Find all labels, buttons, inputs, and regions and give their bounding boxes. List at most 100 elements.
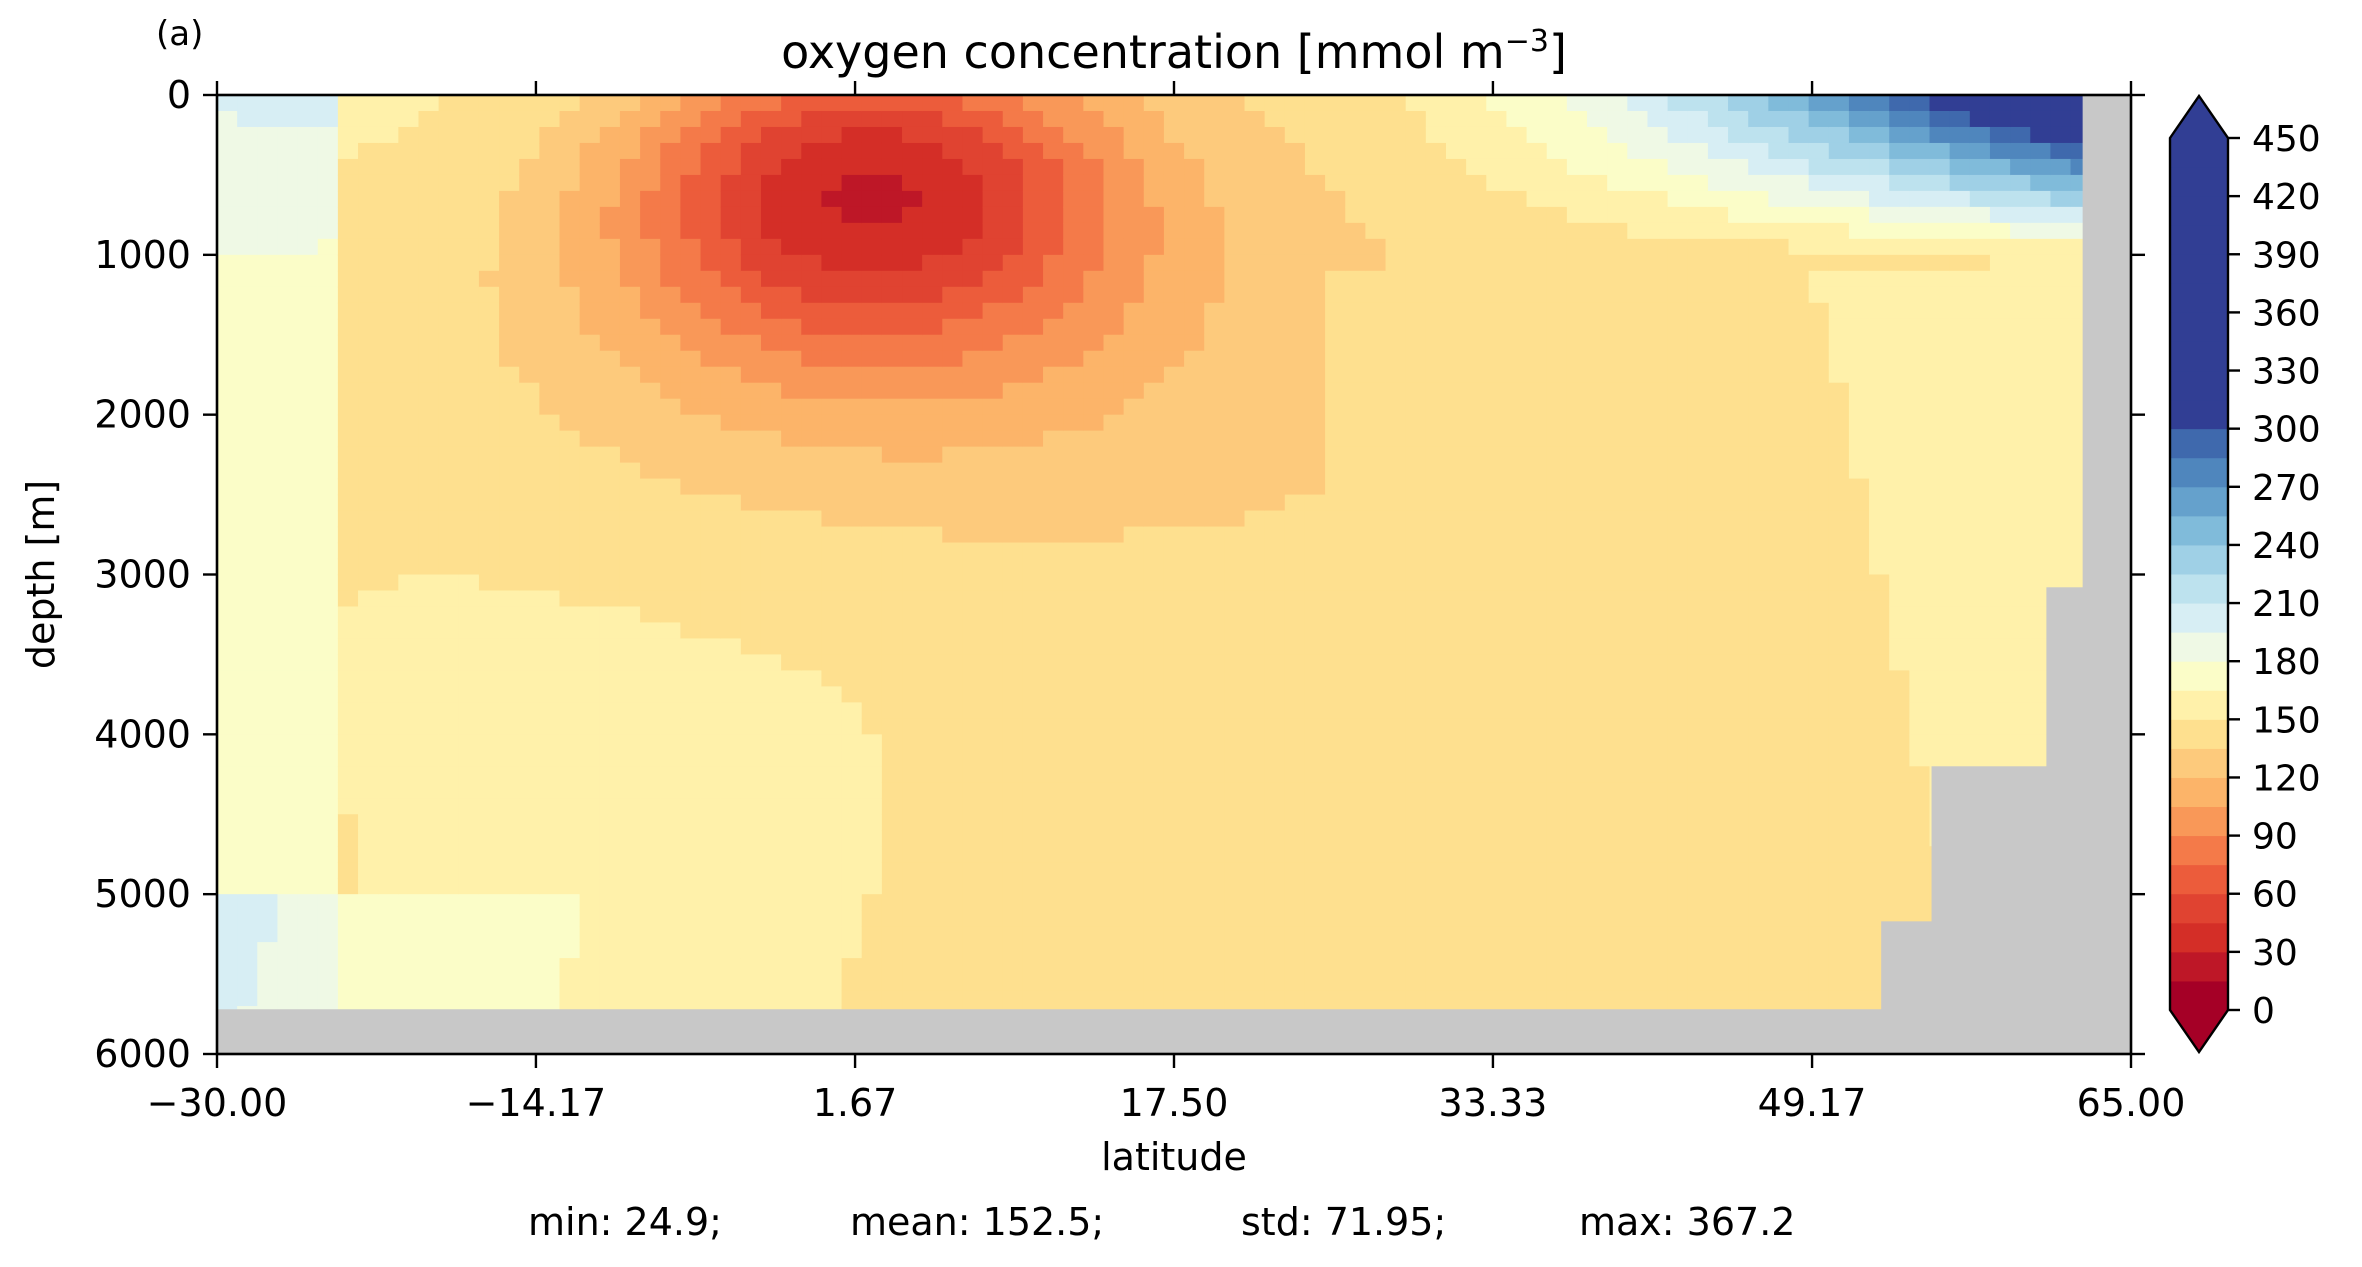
- heatmap-cell: [358, 958, 379, 975]
- heatmap-cell: [821, 350, 843, 368]
- heatmap-cell: [1506, 414, 1528, 432]
- heatmap-cell: [599, 254, 621, 272]
- heatmap-cell: [337, 910, 359, 927]
- heatmap-cell: [821, 222, 843, 240]
- heatmap-cell: [478, 254, 500, 272]
- heatmap-cell: [217, 526, 238, 544]
- heatmap-cell: [478, 190, 500, 208]
- heatmap-cell: [1043, 318, 1064, 336]
- heatmap-cell: [337, 446, 359, 464]
- heatmap-cell: [499, 734, 520, 751]
- heatmap-cell: [781, 606, 802, 624]
- heatmap-cell: [1143, 95, 1165, 112]
- heatmap-cell: [1103, 350, 1125, 368]
- heatmap-cell: [458, 990, 480, 1007]
- heatmap-cell: [217, 990, 238, 1007]
- heatmap-cell: [257, 558, 279, 576]
- heatmap-cell: [458, 126, 480, 144]
- heatmap-cell: [740, 510, 762, 528]
- heatmap-cell: [1143, 862, 1165, 879]
- heatmap-cell: [1728, 110, 1749, 128]
- heatmap-cell: [1667, 302, 1689, 320]
- heatmap-cell: [680, 862, 702, 879]
- heatmap-cell: [942, 590, 964, 608]
- heatmap-cell: [277, 494, 299, 512]
- heatmap-cell: [861, 558, 883, 576]
- heatmap-cell: [1425, 958, 1447, 975]
- heatmap-cell: [1385, 446, 1407, 464]
- heatmap-cell: [257, 734, 279, 751]
- heatmap-cell: [781, 286, 802, 304]
- heatmap-cell: [1848, 910, 1870, 927]
- heatmap-cell: [1808, 958, 1830, 975]
- heatmap-cell: [1143, 926, 1165, 943]
- heatmap-cell: [1889, 174, 1910, 192]
- heatmap-cell: [1607, 302, 1628, 320]
- heatmap-cell: [760, 782, 782, 799]
- heatmap-cell: [1566, 606, 1588, 624]
- heatmap-cell: [1365, 302, 1387, 320]
- heatmap-cell: [1345, 910, 1366, 927]
- heatmap-cell: [1445, 366, 1467, 384]
- heatmap-cell: [418, 142, 440, 160]
- heatmap-cell: [1687, 654, 1709, 671]
- heatmap-cell: [740, 206, 762, 224]
- heatmap-cell: [660, 110, 681, 128]
- heatmap-cell: [1325, 574, 1346, 592]
- heatmap-cell: [297, 718, 319, 735]
- heatmap-cell: [1123, 686, 1145, 703]
- heatmap-cell: [1345, 638, 1366, 656]
- heatmap-cell: [781, 190, 802, 208]
- heatmap-cell: [1445, 990, 1467, 1007]
- heatmap-cell: [760, 798, 782, 815]
- heatmap-cell: [1748, 622, 1769, 640]
- heatmap-cell: [1163, 318, 1185, 336]
- heatmap-cell: [1184, 398, 1205, 416]
- heatmap-cell: [1063, 382, 1084, 400]
- heatmap-cell: [478, 942, 500, 959]
- heatmap-cell: [1103, 974, 1125, 991]
- heatmap-cell: [237, 526, 258, 544]
- heatmap-cell: [1828, 766, 1850, 783]
- heatmap-cell: [1808, 446, 1830, 464]
- heatmap-cell: [922, 206, 943, 224]
- heatmap-cell: [640, 990, 661, 1007]
- heatmap-cell: [1103, 494, 1125, 512]
- heatmap-cell: [519, 478, 540, 496]
- heatmap-cell: [619, 350, 641, 368]
- heatmap-cell: [297, 430, 319, 448]
- heatmap-cell: [1224, 270, 1246, 288]
- heatmap-cell: [1526, 142, 1548, 160]
- heatmap-cell: [237, 574, 258, 592]
- heatmap-cell: [740, 174, 762, 192]
- heatmap-cell: [1707, 222, 1729, 240]
- heatmap-cell: [760, 638, 782, 656]
- heatmap-cell: [982, 462, 1004, 480]
- heatmap-cell: [1325, 222, 1346, 240]
- heatmap-cell: [257, 510, 279, 528]
- heatmap-cell: [881, 782, 903, 799]
- heatmap-cell: [1284, 942, 1306, 959]
- heatmap-cell: [1043, 446, 1064, 464]
- heatmap-cell: [640, 814, 661, 831]
- heatmap-cell: [922, 446, 943, 464]
- heatmap-cell: [922, 894, 943, 911]
- heatmap-cell: [1748, 126, 1769, 144]
- heatmap-cell: [1627, 830, 1649, 847]
- heatmap-cell: [559, 702, 581, 719]
- heatmap-cell: [1022, 590, 1044, 608]
- heatmap-cell: [1869, 286, 1890, 304]
- heatmap-cell: [1022, 478, 1044, 496]
- heatmap-cell: [1365, 830, 1387, 847]
- heatmap-cell: [398, 95, 420, 112]
- heatmap-cell: [640, 702, 661, 719]
- heatmap-cell: [1707, 382, 1729, 400]
- heatmap-cell: [619, 206, 641, 224]
- heatmap-cell: [438, 462, 460, 480]
- heatmap-cell: [1345, 190, 1366, 208]
- heatmap-cell: [801, 798, 823, 815]
- heatmap-cell: [1405, 766, 1427, 783]
- heatmap-cell: [700, 510, 722, 528]
- heatmap-cell: [922, 318, 943, 336]
- heatmap-cell: [1748, 670, 1769, 687]
